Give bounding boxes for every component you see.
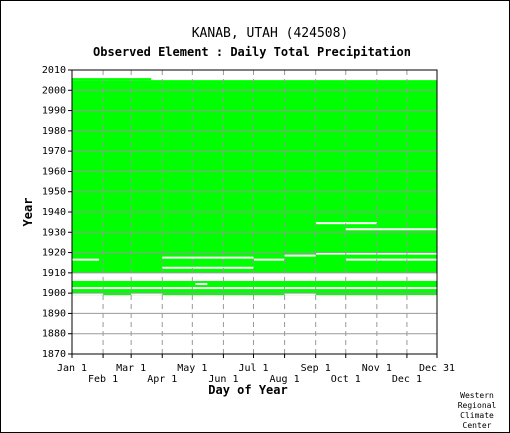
missing-data-gap	[284, 254, 316, 257]
missing-data-gap	[253, 258, 285, 261]
missing-data-gap	[345, 228, 437, 231]
credit-line: Climate	[460, 411, 494, 420]
missing-data-gap	[162, 256, 254, 259]
x-tick-label: Dec 1	[392, 374, 422, 385]
credit-line: Western	[460, 391, 494, 400]
y-tick-label: 1870	[42, 349, 66, 360]
y-tick-label: 1980	[42, 126, 66, 137]
missing-data-gap	[195, 283, 208, 286]
missing-data-gap	[315, 252, 437, 255]
y-tick-label: 1910	[42, 268, 66, 279]
missing-data-gap	[406, 295, 437, 298]
x-ticks: Jan 1 Mar 1 May 1 Jul 1 Sep 1 Nov 1 Dec 31 Feb …	[57, 354, 455, 385]
y-tick-label: 1930	[42, 227, 66, 238]
y-ticks: 1870 1880 1890 1900 1910 1920 1930 1940 1950 1960…	[42, 65, 72, 360]
credit-line: Center	[463, 421, 492, 430]
data-coverage-block	[72, 78, 132, 81]
y-tick-label: 1920	[42, 248, 66, 259]
x-tick-label: Oct 1	[331, 374, 361, 385]
x-tick-label: May 1	[177, 363, 207, 374]
x-tick-label: Aug 1	[270, 374, 300, 385]
y-tick-label: 1970	[42, 146, 66, 157]
x-tick-label: Mar 1	[116, 363, 146, 374]
chart-subtitle: Observed Element : Daily Total Precipita…	[93, 45, 411, 59]
x-tick-label: Apr 1	[147, 374, 177, 385]
y-axis-label: Year	[21, 198, 35, 227]
y-tick-label: 1960	[42, 166, 66, 177]
missing-data-gap	[345, 258, 437, 261]
x-tick-label: Feb 1	[88, 374, 118, 385]
data-coverage-block	[72, 80, 437, 273]
y-tick-label: 1900	[42, 288, 66, 299]
data-layer	[72, 78, 437, 298]
x-tick-label: Jul 1	[238, 363, 268, 374]
missing-data-gap	[72, 287, 437, 290]
y-tick-label: 1880	[42, 329, 66, 340]
y-tick-label: 1990	[42, 106, 66, 117]
credit-line: Regional	[458, 401, 497, 410]
missing-data-gap	[72, 293, 104, 296]
missing-data-gap	[131, 293, 163, 296]
x-tick-label: Jan 1	[57, 363, 87, 374]
y-tick-label: 2010	[42, 65, 66, 76]
data-coverage-block	[131, 78, 152, 81]
x-tick-label: Sep 1	[301, 363, 331, 374]
missing-data-gap	[284, 293, 316, 296]
chart-title: KANAB, UTAH (424508)	[192, 26, 349, 41]
x-tick-label: Nov 1	[362, 363, 392, 374]
y-tick-label: 1940	[42, 207, 66, 218]
y-tick-label: 2000	[42, 85, 66, 96]
missing-data-gap	[162, 266, 254, 269]
y-tick-label: 1890	[42, 308, 66, 319]
y-tick-label: 1950	[42, 187, 66, 198]
missing-data-gap	[72, 258, 100, 261]
x-tick-label: Dec 31	[419, 363, 455, 374]
x-axis-label: Day of Year	[208, 383, 287, 397]
x-tick-label: Jun 1	[208, 374, 238, 385]
missing-data-gap	[315, 222, 377, 225]
